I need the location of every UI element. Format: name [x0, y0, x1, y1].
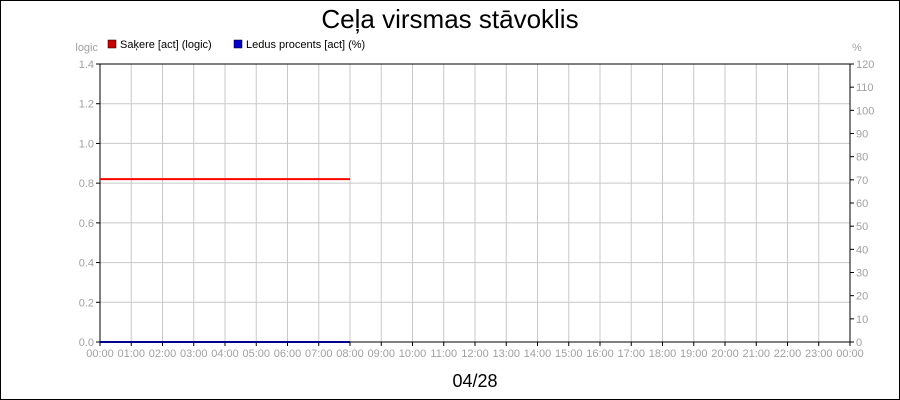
right-tick-label: 100	[856, 105, 874, 117]
legend-label: Ledus procents [act] (%)	[246, 39, 365, 51]
x-tick-label: 05:00	[242, 348, 270, 360]
x-tick-label: 08:00	[336, 348, 364, 360]
legend-label: Saķere [act] (logic)	[120, 39, 212, 51]
right-tick-label: 50	[856, 221, 868, 233]
x-tick-label: 14:00	[524, 348, 552, 360]
left-axis-unit: logic	[75, 42, 98, 54]
x-tick-label: 22:00	[774, 348, 802, 360]
x-tick-label: 19:00	[680, 348, 708, 360]
right-tick-label: 40	[856, 244, 868, 256]
x-tick-label: 09:00	[367, 348, 395, 360]
right-tick-label: 0	[856, 337, 862, 349]
left-tick-label: 0.2	[79, 297, 94, 309]
x-tick-label: 17:00	[617, 348, 645, 360]
series-lines	[100, 178, 350, 343]
right-axis-ticks: 0 10 20 30 40 50 60 70 80 90 100 110 120	[850, 59, 874, 349]
legend: Saķere [act] (logic) Ledus procents [act]…	[107, 39, 365, 51]
x-tick-label: 16:00	[586, 348, 614, 360]
right-tick-label: 90	[856, 129, 868, 141]
x-tick-label: 12:00	[461, 348, 489, 360]
grid	[100, 64, 850, 342]
x-tick-label: 20:00	[711, 348, 739, 360]
legend-swatch	[233, 39, 243, 49]
x-tick-label: 21:00	[742, 348, 770, 360]
x-tick-label: 00:00	[86, 348, 114, 360]
x-axis-ticks: 00:00 01:00 02:00 03:00 04:00 05:00 06:00 07:00…	[86, 342, 864, 360]
left-tick-label: 0.8	[79, 178, 94, 190]
x-tick-label: 13:00	[492, 348, 520, 360]
legend-swatch	[107, 39, 117, 49]
left-tick-label: 1.2	[79, 99, 94, 111]
right-tick-label: 60	[856, 198, 868, 210]
left-tick-label: 1.0	[79, 138, 94, 150]
right-tick-label: 30	[856, 268, 868, 280]
right-tick-label: 10	[856, 314, 868, 326]
right-tick-label: 20	[856, 291, 868, 303]
left-tick-label: 1.4	[79, 59, 94, 71]
date-label: 04/28	[452, 371, 497, 391]
right-tick-label: 110	[856, 82, 874, 94]
x-tick-label: 02:00	[149, 348, 177, 360]
x-tick-label: 01:00	[117, 348, 145, 360]
x-tick-label: 10:00	[399, 348, 427, 360]
left-tick-label: 0.4	[79, 258, 94, 270]
left-tick-label: 0.6	[79, 218, 94, 230]
x-tick-label: 06:00	[274, 348, 302, 360]
x-tick-label: 03:00	[180, 348, 208, 360]
x-tick-label: 00:00	[836, 348, 864, 360]
right-axis-unit: %	[852, 42, 862, 54]
x-tick-label: 18:00	[649, 348, 677, 360]
left-axis-ticks: 0.0 0.2 0.4 0.6 0.8 1.0 1.2 1.4	[79, 59, 100, 349]
x-tick-label: 23:00	[805, 348, 833, 360]
right-tick-label: 70	[856, 175, 868, 187]
right-tick-label: 80	[856, 152, 868, 164]
x-tick-label: 07:00	[305, 348, 333, 360]
x-tick-label: 04:00	[211, 348, 239, 360]
right-tick-label: 120	[856, 59, 874, 71]
chart-title: Ceļa virsmas stāvoklis	[321, 4, 578, 34]
x-tick-label: 11:00	[430, 348, 457, 360]
left-tick-label: 0.0	[79, 337, 94, 349]
x-tick-label: 15:00	[555, 348, 583, 360]
